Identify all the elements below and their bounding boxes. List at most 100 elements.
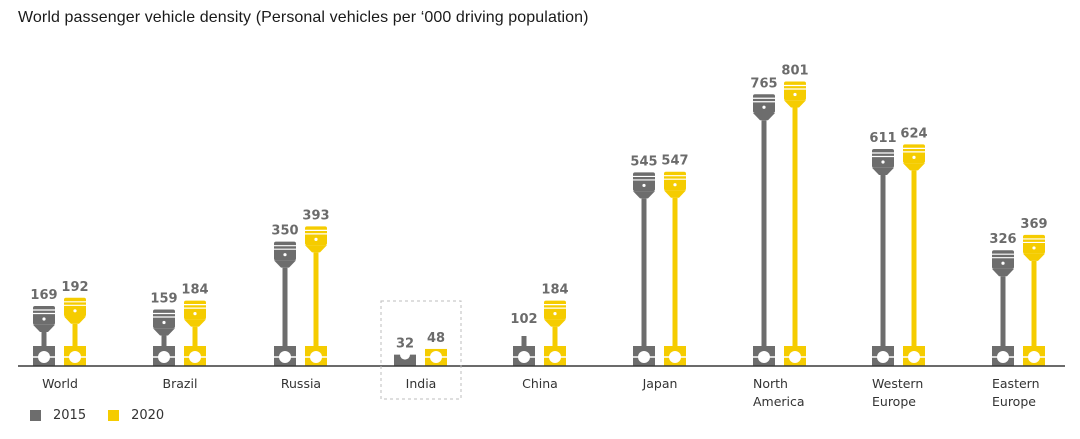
category-label: India bbox=[406, 376, 437, 391]
piston-pin bbox=[881, 160, 885, 164]
bar-2015-brazil bbox=[153, 309, 175, 366]
piston-rod bbox=[1000, 276, 1006, 346]
piston-head bbox=[784, 81, 806, 101]
piston-head bbox=[64, 297, 86, 317]
value-label-2015: 102 bbox=[510, 312, 537, 327]
bar-2015-western-europe bbox=[872, 148, 894, 366]
piston-skirt bbox=[33, 324, 55, 332]
category-label-line: India bbox=[406, 376, 437, 391]
piston-skirt bbox=[274, 260, 296, 268]
bar-2020-india bbox=[425, 348, 447, 366]
piston-skirt bbox=[184, 319, 206, 327]
value-label-2020: 801 bbox=[781, 63, 808, 78]
piston-crank-hole bbox=[400, 349, 410, 360]
value-label-2020: 547 bbox=[661, 154, 688, 169]
piston-rod bbox=[161, 335, 167, 346]
piston-head bbox=[633, 172, 655, 192]
category-group-japan bbox=[633, 171, 686, 366]
piston-head bbox=[305, 226, 327, 246]
value-label-2020: 393 bbox=[302, 208, 329, 223]
bar-2020-eastern-europe bbox=[1023, 234, 1045, 366]
piston-pin bbox=[1001, 261, 1005, 265]
piston-head bbox=[1023, 234, 1045, 254]
bar-2020-world bbox=[64, 297, 86, 366]
piston-skirt bbox=[305, 245, 327, 253]
piston-skirt bbox=[633, 191, 655, 199]
value-label-2020: 184 bbox=[541, 283, 568, 298]
piston-head bbox=[664, 171, 686, 191]
piston-rod bbox=[313, 252, 319, 346]
category-label-line: Russia bbox=[281, 376, 321, 391]
piston-rod bbox=[192, 326, 198, 346]
bar-2015-eastern-europe bbox=[992, 250, 1014, 366]
piston-head bbox=[753, 94, 775, 113]
category-label: Japan bbox=[642, 376, 678, 391]
bar-2020-russia bbox=[305, 226, 327, 366]
piston-pin bbox=[793, 92, 797, 97]
piston-head bbox=[184, 300, 206, 320]
legend-swatch-2020 bbox=[108, 410, 120, 421]
value-label-2020: 48 bbox=[427, 331, 445, 346]
category-label-line: America bbox=[753, 394, 805, 409]
category-label-line: Japan bbox=[642, 376, 678, 391]
highlight-box bbox=[380, 300, 462, 400]
piston-pin bbox=[912, 155, 916, 159]
category-label-line: North bbox=[753, 376, 788, 391]
piston-pin bbox=[193, 312, 197, 316]
piston-rod bbox=[880, 174, 886, 346]
piston-pin bbox=[553, 312, 557, 316]
piston-skirt bbox=[872, 167, 894, 175]
piston-head bbox=[872, 148, 894, 168]
piston-rod bbox=[672, 197, 678, 346]
category-label-line: Brazil bbox=[163, 376, 198, 391]
piston-skirt bbox=[992, 268, 1014, 277]
category-label-line: China bbox=[522, 376, 558, 391]
piston-head bbox=[992, 250, 1014, 269]
category-label: World bbox=[42, 376, 78, 391]
category-label-line: World bbox=[42, 376, 78, 391]
piston-head bbox=[33, 305, 55, 325]
piston-rod bbox=[521, 336, 527, 346]
bar-2015-russia bbox=[274, 241, 296, 366]
piston-rod bbox=[761, 120, 767, 346]
chart-title: World passenger vehicle density (Persona… bbox=[18, 9, 589, 26]
piston-pin bbox=[314, 237, 318, 242]
bar-2020-china bbox=[544, 300, 566, 366]
value-label-2015: 350 bbox=[271, 224, 298, 239]
piston-pin bbox=[162, 320, 166, 325]
value-label-2020: 192 bbox=[61, 280, 88, 295]
piston-rod bbox=[552, 326, 558, 346]
category-label: Eastern Europe bbox=[992, 376, 1040, 409]
value-label-2020: 624 bbox=[900, 126, 927, 141]
category-group-brazil bbox=[153, 300, 206, 366]
bar-2015-japan bbox=[633, 172, 655, 366]
value-label-2015: 545 bbox=[630, 154, 657, 169]
piston-rod bbox=[641, 198, 647, 346]
category-label-line: Europe bbox=[992, 394, 1036, 409]
category-group-russia bbox=[274, 226, 327, 366]
piston-skirt bbox=[903, 163, 925, 171]
piston-rod bbox=[911, 170, 917, 346]
piston-rod bbox=[792, 107, 798, 346]
piston-skirt bbox=[153, 328, 175, 336]
piston-rod bbox=[41, 331, 47, 346]
value-label-2015: 32 bbox=[396, 337, 414, 352]
category-group-india bbox=[394, 348, 447, 366]
bar-2015-north-america bbox=[753, 94, 775, 366]
piston-pin bbox=[642, 183, 646, 188]
category-label: Western Europe bbox=[872, 376, 923, 409]
category-group-eastern-europe bbox=[992, 234, 1045, 366]
piston-rod bbox=[72, 323, 78, 346]
legend-swatch-2015 bbox=[30, 410, 41, 421]
value-label-2020: 369 bbox=[1020, 217, 1047, 232]
piston-head bbox=[274, 241, 296, 261]
category-group-china bbox=[513, 300, 566, 366]
category-label: Russia bbox=[281, 376, 321, 391]
category-label: China bbox=[522, 376, 558, 391]
value-label-2015: 159 bbox=[150, 292, 177, 307]
piston-pin bbox=[1032, 246, 1036, 250]
bar-2015-world bbox=[33, 305, 55, 366]
bar-2020-japan bbox=[664, 171, 686, 366]
piston-skirt bbox=[544, 319, 566, 327]
